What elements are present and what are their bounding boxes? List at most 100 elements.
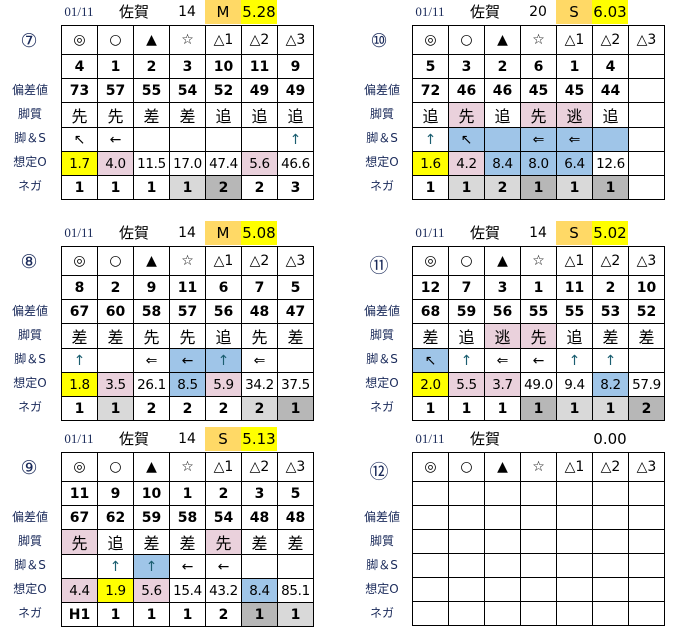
table-cell [628,348,665,373]
table-cell: 52 [628,299,665,324]
table-cell: 3.7 [484,372,521,397]
table-cell: 1 [133,602,170,627]
table-cell: 8.4 [241,578,278,603]
table-cell: 9 [277,54,314,79]
table-cell: 1 [277,602,314,627]
race-type-badge: S [556,221,592,245]
mark-cell: ○ [97,25,134,55]
table-cell: 2 [241,175,278,200]
mark-cell: △2 [592,246,629,276]
table-cell: 差 [133,102,170,128]
row-label: ネガ [369,179,394,193]
mark-cell: ▲ [484,452,521,482]
table-cell: ↑ [448,348,485,373]
row-labels: 偏差値 脚質 脚＆S 想定O ネガ [0,452,60,625]
table-cell: ↖ [448,127,485,152]
row-label [352,452,412,481]
table-cell [205,127,242,152]
table-cell: 1 [520,396,557,421]
table-cell: 7 [448,275,485,300]
row-label: 脚質 [17,107,42,121]
table-cell: 5 [412,54,449,79]
table-cell [592,505,629,530]
table-cell: 1 [448,175,485,200]
table-cell [97,348,134,373]
row-label: 偏差値 [11,83,48,97]
table-cell: 1 [556,396,593,421]
style-speed-row: ↑ ↖ ⇐ ⇐ [412,127,665,152]
table-cell [592,127,629,152]
table-cell: 4.2 [448,151,485,176]
table-cell [628,577,665,602]
race-index-value: 0.00 [593,430,627,448]
table-cell: 差 [169,529,206,555]
table-cell: 11 [169,275,206,300]
race-date: 01/11 [64,4,94,19]
race-number: ⑪ [369,255,389,277]
mark-cell: ○ [97,246,134,276]
table-cell: 56 [205,299,242,324]
table-cell: 差 [97,323,134,349]
row-label: 脚質 [17,328,42,342]
table-cell: 追 [277,102,314,128]
venue: 佐賀 [118,430,149,448]
prediction-table: ◎ ○ ▲ ☆ △1 △2 △3 12 7 3 1 11 2 10 68 59 56 55 55 53 52 差追逃先追差… [412,246,665,421]
mark-cell: △2 [241,25,278,55]
race-number: ⑦ [20,30,38,52]
row-label: 脚質 [369,328,394,342]
race-block: 01/11 佐賀 14 M 5.28 ⑦ 偏差値 脚質 脚＆S 想定O ネガ ◎ ○ ▲ ☆ △1 △2 △3 4 1… [0,0,340,205]
table-cell: 1 [61,396,98,421]
table-cell: 10 [628,275,665,300]
negative-row [412,601,665,626]
table-cell: 1 [133,175,170,200]
table-cell: 差 [277,529,314,555]
deviation-row: 72 46 46 45 45 44 [412,78,665,103]
mark-cell: ☆ [169,25,206,55]
table-cell: 44 [592,78,629,103]
row-labels: 偏差値 脚質 脚＆S 想定O ネガ [352,246,412,419]
table-cell: 34.2 [241,372,278,397]
row-label: ネガ [369,606,394,620]
table-cell: 2 [133,396,170,421]
race-block: 01/11 佐賀 0.00 ⑫ 偏差値 脚質 脚＆S 想定O ネガ ◎ ○ ▲ ☆ △1 △2 △3 [340,427,680,632]
style-speed-row: ↖ ← ↑ [61,127,314,152]
row-label: 脚＆S [14,352,46,366]
table-cell: 45 [520,78,557,103]
mark-cell: ▲ [484,246,521,276]
mark-cell: △2 [592,452,629,482]
row-label: 想定O [365,582,399,596]
table-cell: 46.6 [277,151,314,176]
row-label [352,275,412,299]
table-cell: ← [169,348,206,373]
table-cell: 追 [484,102,521,128]
table-cell: 先 [241,323,278,349]
table-cell: 追 [205,102,242,128]
venue: 佐賀 [118,224,149,242]
table-cell: 85.1 [277,578,314,603]
table-cell: ← [205,554,242,579]
table-cell: 4 [592,54,629,79]
row-labels: 偏差値 脚質 脚＆S 想定O ネガ [352,25,412,198]
table-cell: 4.0 [97,151,134,176]
table-cell [628,102,665,128]
runner-count: 14 [178,431,196,447]
table-cell: 6 [520,54,557,79]
table-cell [556,505,593,530]
row-label: 偏差値 [11,304,48,318]
table-cell: 12 [412,275,449,300]
mark-header-row: ◎ ○ ▲ ☆ △1 △2 △3 [412,246,665,276]
expected-odds-row: 2.0 5.5 3.7 49.0 9.4 8.2 57.9 [412,372,665,397]
runner-count [520,427,556,451]
table-cell [628,175,665,200]
table-cell: 10 [133,481,170,506]
table-cell: ⇐ [556,127,593,152]
row-label: 偏差値 [363,83,400,97]
mark-cell: ◎ [61,246,98,276]
table-cell: 55 [520,299,557,324]
table-cell [520,553,557,578]
race-type-badge: M [205,221,241,245]
table-cell [628,529,665,554]
table-cell [277,554,314,579]
table-cell: 5 [277,481,314,506]
table-cell [412,505,449,530]
